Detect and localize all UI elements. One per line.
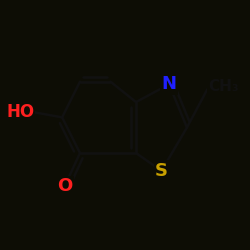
Text: CH₃: CH₃ (208, 79, 239, 94)
Text: N: N (162, 75, 176, 93)
Text: S: S (155, 162, 168, 180)
Text: O: O (57, 177, 72, 195)
Text: HO: HO (6, 103, 34, 121)
